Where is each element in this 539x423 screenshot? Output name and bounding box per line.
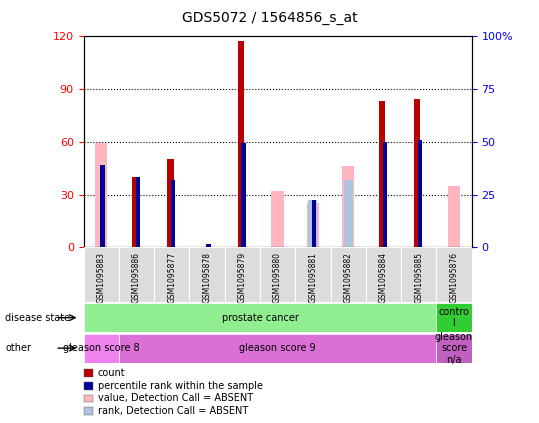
- Bar: [241, 143, 246, 247]
- Text: GSM1095882: GSM1095882: [344, 252, 353, 303]
- Text: gleason score 8: gleason score 8: [63, 343, 140, 353]
- Text: GSM1095885: GSM1095885: [414, 252, 423, 303]
- Bar: [238, 41, 244, 247]
- Text: value, Detection Call = ABSENT: value, Detection Call = ABSENT: [98, 393, 253, 404]
- Bar: [437, 303, 472, 332]
- Bar: [308, 200, 317, 247]
- Bar: [84, 334, 119, 363]
- Bar: [171, 181, 175, 247]
- Text: GSM1095884: GSM1095884: [379, 252, 388, 303]
- Bar: [295, 247, 330, 302]
- Text: GSM1095881: GSM1095881: [308, 252, 317, 303]
- Text: count: count: [98, 368, 125, 378]
- Bar: [437, 247, 472, 302]
- Bar: [448, 186, 460, 247]
- Bar: [206, 244, 211, 247]
- Bar: [154, 247, 189, 302]
- Text: GDS5072 / 1564856_s_at: GDS5072 / 1564856_s_at: [182, 11, 357, 25]
- Text: GSM1095878: GSM1095878: [203, 252, 211, 303]
- Bar: [225, 247, 260, 302]
- Bar: [342, 166, 354, 247]
- Bar: [136, 177, 140, 247]
- Bar: [330, 247, 366, 302]
- Text: prostate cancer: prostate cancer: [222, 313, 299, 323]
- Bar: [414, 99, 420, 247]
- Bar: [84, 247, 119, 302]
- Text: percentile rank within the sample: percentile rank within the sample: [98, 381, 262, 391]
- Text: disease state: disease state: [5, 313, 71, 323]
- Bar: [100, 165, 105, 247]
- Bar: [401, 247, 437, 302]
- Text: GSM1095883: GSM1095883: [96, 252, 106, 303]
- Bar: [132, 177, 138, 247]
- Bar: [167, 159, 174, 247]
- Bar: [189, 247, 225, 302]
- Text: GSM1095880: GSM1095880: [273, 252, 282, 303]
- Text: gleason
score
n/a: gleason score n/a: [435, 332, 473, 365]
- Text: rank, Detection Call = ABSENT: rank, Detection Call = ABSENT: [98, 406, 248, 416]
- Text: GSM1095886: GSM1095886: [132, 252, 141, 303]
- Bar: [366, 247, 401, 302]
- Bar: [312, 200, 316, 247]
- Bar: [95, 143, 107, 247]
- Bar: [119, 334, 437, 363]
- Text: GSM1095876: GSM1095876: [450, 252, 459, 303]
- Bar: [344, 181, 353, 247]
- Bar: [260, 247, 295, 302]
- Bar: [418, 140, 422, 247]
- Text: contro
l: contro l: [439, 307, 469, 329]
- Text: other: other: [5, 343, 31, 353]
- Bar: [383, 142, 387, 247]
- Bar: [379, 101, 385, 247]
- Text: gleason score 9: gleason score 9: [239, 343, 316, 353]
- Bar: [272, 191, 284, 247]
- Bar: [437, 334, 472, 363]
- Bar: [307, 203, 319, 247]
- Text: GSM1095879: GSM1095879: [238, 252, 247, 303]
- Bar: [119, 247, 154, 302]
- Text: GSM1095877: GSM1095877: [167, 252, 176, 303]
